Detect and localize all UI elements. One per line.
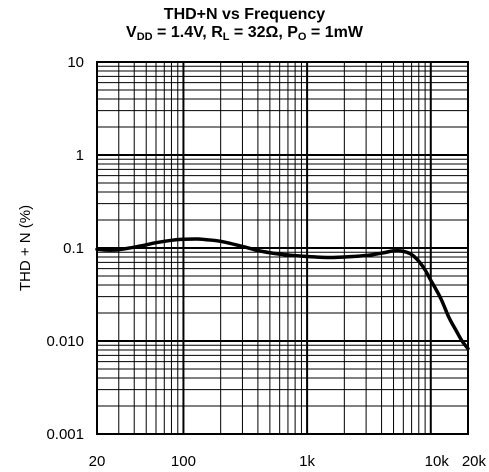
y-tick-label: 10: [67, 54, 84, 71]
rl-subscript: L: [222, 31, 230, 43]
major-grid: [97, 62, 468, 434]
vdd-value: = 1.4V,: [152, 24, 212, 41]
series-line: [95, 237, 470, 351]
x-tick-label: 10k: [425, 453, 450, 470]
po-subscript: O: [297, 31, 307, 43]
chart-subtitle: VDD = 1.4V, RL = 32Ω, PO = 1mW: [0, 24, 489, 43]
x-tick-label: 100: [171, 453, 196, 470]
x-tick-label: 1k: [299, 453, 315, 470]
vdd-subscript: DD: [136, 31, 153, 43]
rl-label: R: [211, 24, 223, 41]
x-tick-label: 20: [89, 453, 106, 470]
y-tick-label: 0.001: [46, 426, 84, 443]
po-value: = 1mW: [306, 24, 363, 41]
x-tick-label: 20k: [462, 453, 487, 470]
rl-value: = 32Ω,: [229, 24, 288, 41]
chart-title: THD+N vs Frequency: [163, 6, 326, 23]
y-tick-label: 1: [76, 147, 84, 164]
y-tick-label: 0.1: [63, 240, 84, 257]
vdd-label: V: [126, 24, 137, 41]
y-tick-labels: 0.001 0.010 0.1 1 10: [46, 54, 84, 443]
x-tick-labels: 20 100 1k 10k 20k: [89, 453, 487, 470]
y-axis-label: THD + N (%): [17, 205, 34, 291]
po-label: P: [287, 24, 298, 41]
y-tick-label: 0.010: [46, 333, 84, 350]
